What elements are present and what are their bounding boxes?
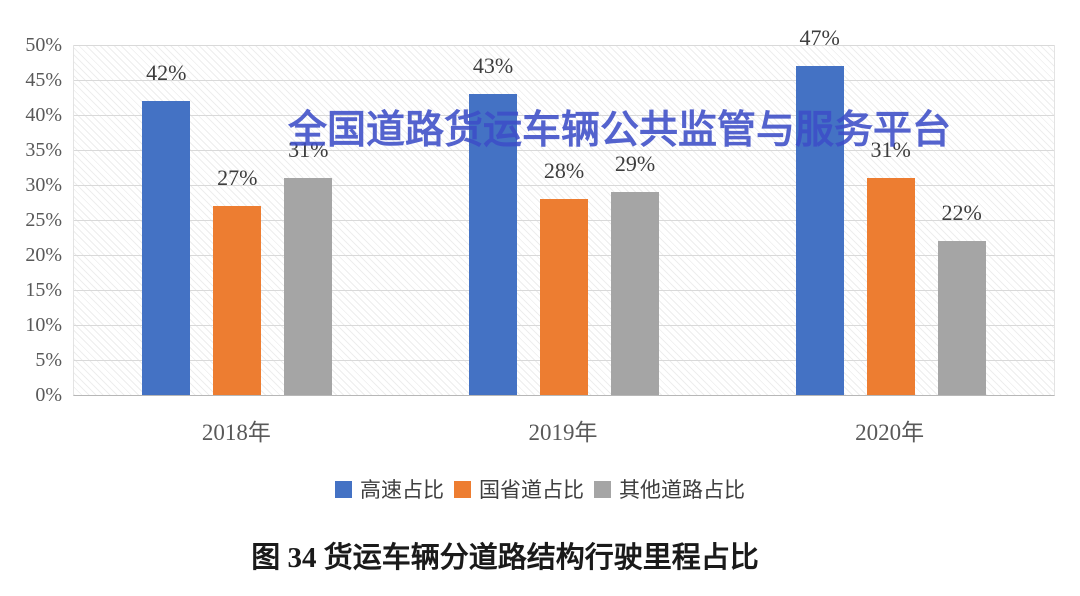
data-label: 27%: [217, 165, 258, 190]
x-tick-label: 2018年: [201, 420, 271, 445]
y-tick-label: 40%: [25, 104, 62, 126]
legend-swatch-icon: [454, 480, 471, 498]
data-label: 28%: [543, 158, 585, 183]
y-tick-label: 45%: [25, 69, 62, 91]
gridline: [74, 80, 1054, 81]
gridline: [74, 45, 1054, 46]
data-label: 22%: [941, 200, 982, 225]
plot-area: 42% 27% 31% 43% 28% 29% 47% 31% 22%: [73, 25, 1055, 396]
chart-legend: 高速占比 国省道占比 其他道路占比: [0, 474, 1080, 504]
bar-2019年-其他道路占比: [611, 192, 659, 395]
bar-2018年-高速占比: [142, 101, 191, 395]
y-tick-label: 35%: [25, 139, 62, 161]
y-tick-label: 10%: [25, 314, 62, 336]
bar-2020年-其他道路占比: [937, 241, 986, 395]
bar-2020年-国省道占比: [866, 178, 915, 395]
data-label: 31%: [870, 137, 911, 162]
legend-label: 其他道路占比: [619, 478, 745, 502]
legend-swatch-icon: [594, 480, 611, 498]
legend-label: 国省道占比: [479, 478, 584, 502]
y-tick-label: 15%: [25, 279, 62, 301]
gridline: [74, 115, 1054, 116]
y-tick-label: 30%: [25, 174, 62, 196]
gridline: [74, 185, 1054, 186]
data-label: 47%: [799, 25, 840, 50]
x-tick-label: 2019年: [528, 420, 598, 445]
bar-2019年-国省道占比: [540, 199, 588, 395]
data-label: 29%: [614, 151, 656, 176]
bar-2018年-国省道占比: [213, 206, 262, 395]
bar-2018年-其他道路占比: [284, 178, 333, 395]
y-tick-label: 50%: [25, 34, 62, 56]
x-tick-label: 2020年: [855, 420, 925, 445]
legend-label: 高速占比: [360, 478, 444, 502]
data-label: 42%: [146, 60, 187, 85]
legend-item: 高速占比: [335, 474, 444, 504]
data-label: 31%: [288, 137, 329, 162]
legend-swatch-icon: [335, 480, 352, 498]
gridline: [74, 150, 1054, 151]
watermark-text: 全国道路货运车辆公共监管与服务平台: [288, 109, 952, 152]
legend-item: 其他道路占比: [594, 474, 745, 504]
y-tick-label: 5%: [35, 349, 62, 371]
bar-2019年-高速占比: [469, 94, 517, 395]
data-label: 43%: [472, 53, 514, 78]
y-tick-label: 25%: [25, 209, 62, 231]
chart-caption: 图 34 货运车辆分道路结构行驶里程占比: [251, 542, 759, 574]
y-tick-label: 0%: [35, 384, 62, 406]
y-tick-label: 20%: [25, 244, 62, 266]
bar-2020年-高速占比: [795, 66, 844, 395]
legend-item: 国省道占比: [454, 474, 584, 504]
